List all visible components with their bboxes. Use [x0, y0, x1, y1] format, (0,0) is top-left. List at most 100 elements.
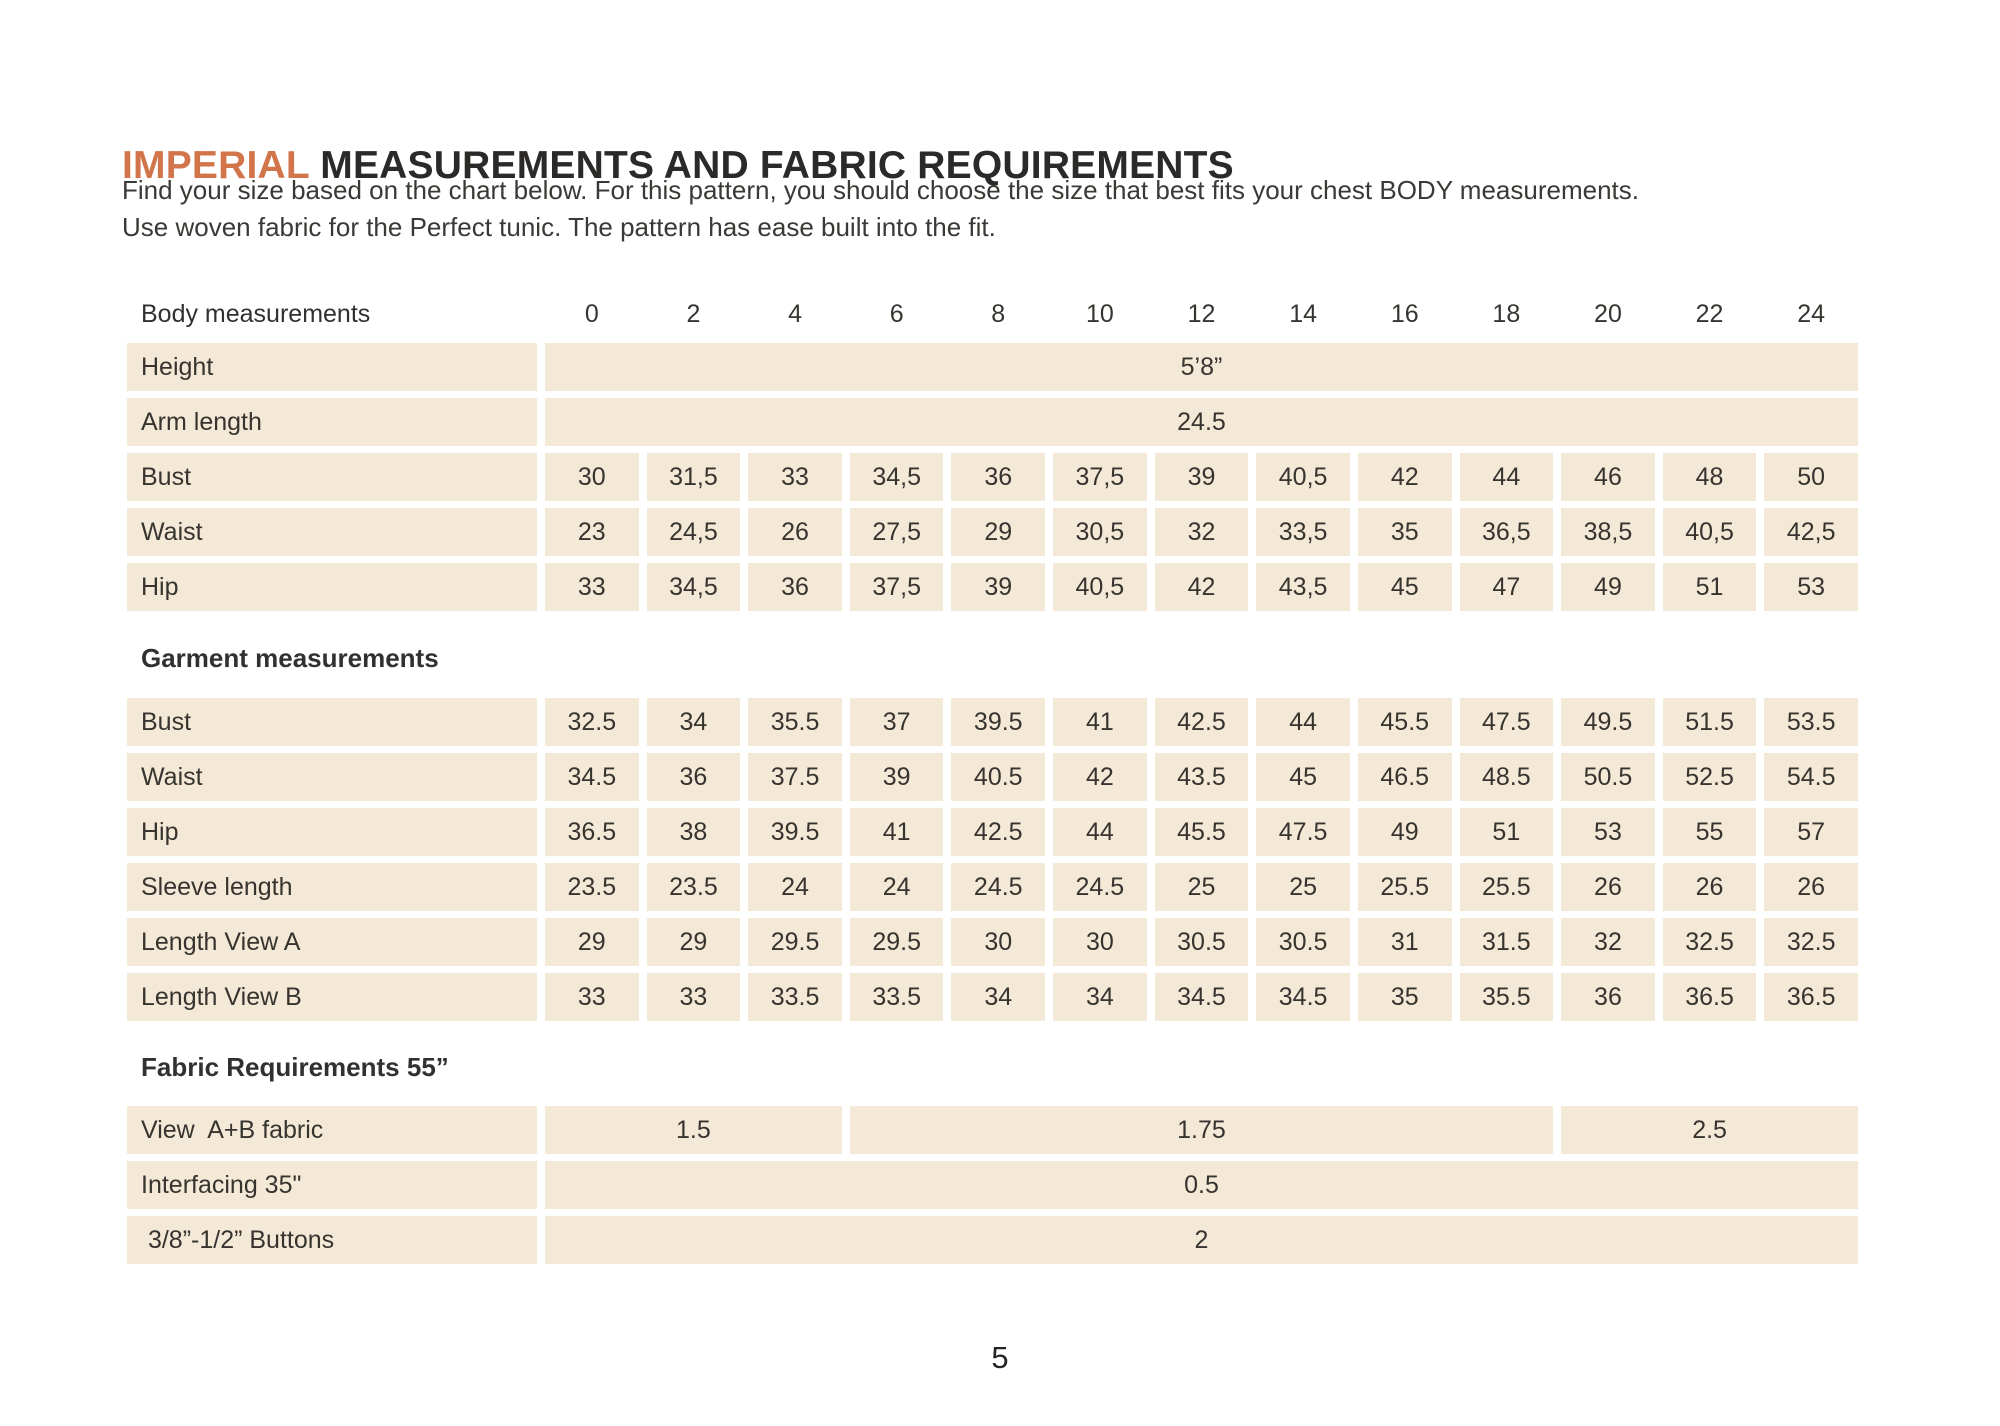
page-title-rest: MEASUREMENTS AND FABRIC REQUIREMENTS [309, 144, 1234, 188]
size-value-cell: 34 [1053, 973, 1147, 1021]
size-value-cell: 36.5 [1764, 973, 1858, 1021]
size-value-cell: 39 [1154, 453, 1249, 501]
size-value-cell: 24 [748, 863, 842, 911]
size-value-cell: 43,5 [1256, 563, 1350, 611]
row-label: Length View A [127, 918, 537, 966]
table-row: View A+B fabric 1.5 1.75 2.5 [127, 1106, 1858, 1154]
size-value-cell: 35.5 [748, 698, 842, 746]
size-value-cell: 29.5 [748, 918, 842, 966]
size-value-cell: 37,5 [1053, 453, 1147, 501]
size-value-cell: 25.5 [1357, 863, 1452, 911]
size-value-cell: 30.5 [1154, 918, 1249, 966]
row-label: View A+B fabric [127, 1106, 537, 1154]
table-row: Length View B 33 33 33.5 33.5 34 34 34.5 34.5 35 3… [127, 973, 1858, 1021]
table-row: Hip 36.5 38 39.5 41 42.5 44 45.5 47.5 49 51 53 55 57 [127, 808, 1858, 856]
size-value-cell: 29 [646, 918, 741, 966]
size-value-cell: 23 [545, 508, 639, 556]
size-value-cell: 40.5 [951, 753, 1046, 801]
size-value-cell: 45 [1357, 563, 1452, 611]
size-value-cell: 38 [646, 808, 741, 856]
size-value-cell: 42,5 [1764, 508, 1858, 556]
size-value-cell: 23.5 [545, 863, 639, 911]
row-label: Length View B [127, 973, 537, 1021]
size-value-cell: 30 [545, 453, 639, 501]
size-value-cell: 46 [1561, 453, 1655, 501]
size-value-cell: 45 [1256, 753, 1350, 801]
size-value-cell: 49 [1357, 808, 1452, 856]
size-value-cell: 27,5 [849, 508, 944, 556]
size-column-header: 18 [1492, 299, 1521, 328]
size-value-cell: 30.5 [1256, 918, 1350, 966]
size-value-cell: 33 [545, 973, 639, 1021]
size-column-header: 12 [1187, 299, 1216, 328]
size-value-cell: 40,5 [1053, 563, 1147, 611]
size-column-header: 10 [1085, 299, 1114, 328]
size-column-header: 22 [1695, 299, 1724, 328]
size-value-cell: 42.5 [1154, 698, 1249, 746]
table-row: Waist 23 24,5 26 27,5 29 30,5 32 33,5 35 36,5 38,5 4… [127, 508, 1858, 556]
row-label: Hip [127, 808, 537, 856]
size-value-cell: 52.5 [1662, 753, 1757, 801]
row-label: Hip [127, 563, 537, 611]
size-value-cell: 45.5 [1154, 808, 1249, 856]
size-column-header: 2 [686, 299, 701, 328]
size-value-cell: 25 [1256, 863, 1350, 911]
size-value-cell: 46.5 [1357, 753, 1452, 801]
size-value-cell: 36 [1561, 973, 1655, 1021]
size-value-cell: 34,5 [849, 453, 944, 501]
intro-line-1: Find your size based on the chart below.… [122, 175, 1639, 205]
size-column-header: 14 [1289, 299, 1318, 328]
size-value-cell: 26 [1764, 863, 1858, 911]
merged-value-cell: 0.5 [545, 1161, 1858, 1209]
size-value-cell: 26 [1561, 863, 1655, 911]
size-column-header: 8 [991, 299, 1006, 328]
size-value-cell: 35 [1357, 973, 1452, 1021]
size-value-cell: 53 [1764, 563, 1858, 611]
size-value-cell: 32 [1561, 918, 1655, 966]
table-row: Waist 34.5 36 37.5 39 40.5 42 43.5 45 46.5 48.5 50.… [127, 753, 1858, 801]
size-value-cell: 29 [951, 508, 1046, 556]
size-value-cell: 33 [545, 563, 639, 611]
size-value-cell: 32.5 [545, 698, 639, 746]
size-value-cell: 48.5 [1459, 753, 1554, 801]
size-value-cell: 24.5 [951, 863, 1046, 911]
size-value-cell: 32.5 [1662, 918, 1757, 966]
table-row: Length View A 29 29 29.5 29.5 30 30 30.5 30.5 31 3… [127, 918, 1858, 966]
size-value-cell: 55 [1662, 808, 1757, 856]
size-value-cell: 50.5 [1561, 753, 1655, 801]
size-value-cell: 54.5 [1764, 753, 1858, 801]
page-title-highlight: IMPERIAL [122, 144, 310, 188]
size-value-cell: 36.5 [545, 808, 639, 856]
intro-line-2: Use woven fabric for the Perfect tunic. … [122, 212, 996, 242]
size-value-cell: 51.5 [1662, 698, 1757, 746]
size-value-cell: 42 [1053, 753, 1147, 801]
size-value-cell: 40,5 [1662, 508, 1757, 556]
size-value-cell: 34,5 [646, 563, 741, 611]
size-value-cell: 48 [1662, 453, 1757, 501]
size-value-cell: 34 [951, 973, 1046, 1021]
size-value-cell: 41 [1053, 698, 1147, 746]
size-value-cell: 31 [1357, 918, 1452, 966]
size-value-cell: 36.5 [1662, 973, 1757, 1021]
size-value-cell: 33 [748, 453, 842, 501]
section-heading: Fabric Requirements 55” [141, 1051, 449, 1082]
size-value-cell: 26 [748, 508, 842, 556]
merged-value-cell: 2 [545, 1216, 1858, 1264]
size-value-cell: 44 [1256, 698, 1350, 746]
row-label: Waist [127, 753, 537, 801]
size-value-cell: 24.5 [1053, 863, 1147, 911]
size-value-cell: 38,5 [1561, 508, 1655, 556]
size-value-cell: 42 [1357, 453, 1452, 501]
size-value-cell: 40,5 [1256, 453, 1350, 501]
page-number: 5 [991, 1340, 1009, 1375]
table-row: Sleeve length 23.5 23.5 24 24 24.5 24.5 25 25 25.… [127, 863, 1858, 911]
size-value-cell: 39 [849, 753, 944, 801]
size-value-cell: 51 [1662, 563, 1757, 611]
table-row: Bust 32.5 34 35.5 37 39.5 41 42.5 44 45.5 47.5 49.5… [127, 698, 1858, 746]
row-label: Arm length [127, 398, 537, 446]
header-label: Body measurements [141, 299, 371, 328]
size-column-header: 4 [788, 299, 802, 328]
size-value-cell: 50 [1764, 453, 1858, 501]
size-value-cell: 32 [1154, 508, 1249, 556]
size-value-cell: 47 [1459, 563, 1554, 611]
